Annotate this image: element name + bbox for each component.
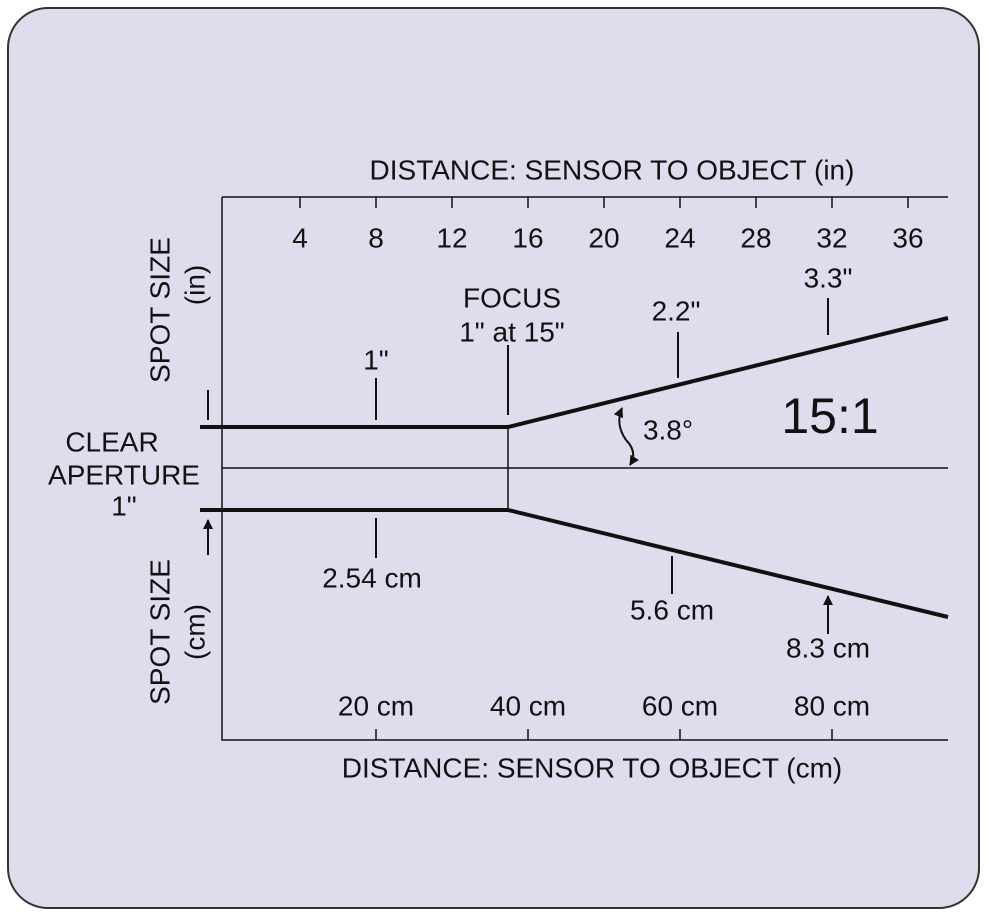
axes: [200, 196, 949, 741]
ticks: 4 8 12 16 20 24 28 32 36 20 cm 40 cm 60 cm 80 cm: [292, 197, 924, 740]
spot-label: 1": [363, 344, 389, 375]
aperture-label: 1": [111, 490, 137, 521]
top-tick-label: 32: [816, 222, 847, 253]
top-tick-label: 36: [892, 222, 923, 253]
aperture-label: APERTURE: [48, 459, 200, 490]
spot-label: 2.54 cm: [322, 562, 422, 593]
top-tick-label: 24: [664, 222, 695, 253]
bottom-tick-label: 40 cm: [490, 690, 566, 721]
top-tick-label: 8: [368, 222, 384, 253]
top-tick-label: 12: [436, 222, 467, 253]
focus-label: 1" at 15": [459, 316, 565, 347]
spot-unit-in: (in): [179, 265, 210, 305]
spot-label: 5.6 cm: [630, 594, 714, 625]
spot-label: 2.2": [652, 295, 701, 326]
top-tick-label: 16: [512, 222, 543, 253]
spot-label: 3.3": [804, 262, 853, 293]
bottom-tick-label: 60 cm: [642, 690, 718, 721]
spot-size-cm: SPOT SIZE: [144, 559, 175, 705]
spot-label: 8.3 cm: [786, 632, 870, 663]
top-axis-title: DISTANCE: SENSOR TO OBJECT (in): [370, 154, 855, 185]
angle-arrow: [625, 439, 639, 466]
focus-label: FOCUS: [463, 282, 561, 313]
bottom-axis-title: DISTANCE: SENSOR TO OBJECT (cm): [342, 752, 842, 783]
aperture-label: CLEAR: [65, 426, 158, 457]
arrows: [375, 298, 828, 634]
top-tick-label: 28: [740, 222, 771, 253]
bottom-tick-label: 20 cm: [338, 690, 414, 721]
angle-arrow: [613, 407, 627, 441]
angle-label: 3.8°: [643, 414, 693, 445]
ratio-label: 15:1: [781, 388, 878, 444]
bottom-tick-label: 80 cm: [794, 690, 870, 721]
top-tick-label: 4: [292, 222, 308, 253]
spot-size-in: SPOT SIZE: [144, 237, 175, 383]
spot-unit-cm: (cm): [179, 604, 210, 660]
top-tick-label: 20: [588, 222, 619, 253]
frame: [7, 7, 980, 909]
